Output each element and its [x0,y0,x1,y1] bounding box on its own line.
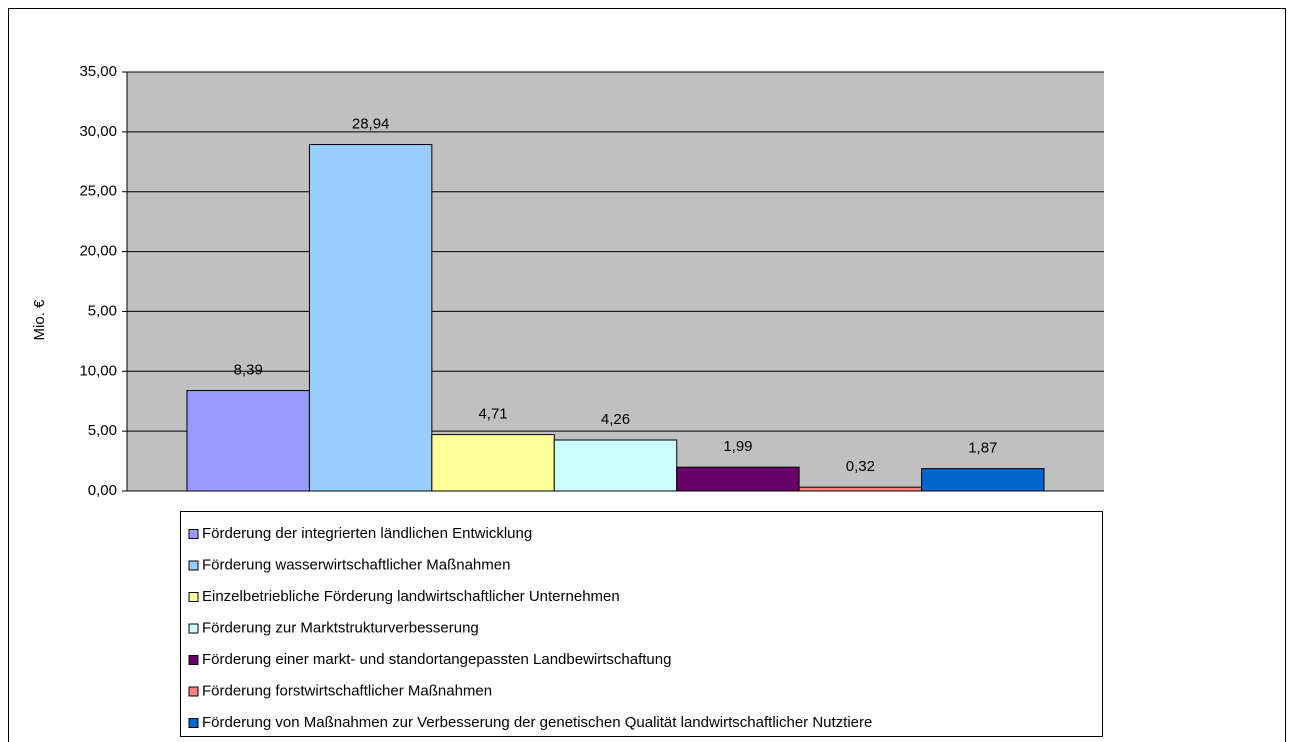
bar [553,439,678,492]
bar [186,390,310,492]
bar [921,468,1045,492]
bar [308,144,433,492]
y-tick-label: 25,00 [79,183,117,200]
legend-swatch [188,529,199,539]
value-label: 28,94 [352,116,390,133]
value-label: 4,71 [478,406,507,423]
value-label: 1,99 [723,438,752,455]
y-tick-label: 10,00 [79,362,117,379]
legend-label: Förderung zur Marktstrukturverbesserung [202,619,479,636]
legend-swatch [188,592,199,602]
legend-label: Förderung einer markt- und standortangep… [202,651,671,668]
value-label: 0,32 [846,458,875,475]
legend-swatch [188,718,199,728]
y-tick-label: 5,00 [88,302,117,319]
bar [798,486,923,492]
legend-swatch [188,623,199,634]
y-axis-label: Mio. € [31,299,48,341]
legend-label: Förderung der integrierten ländlichen En… [202,525,532,542]
y-tick-label: 30,00 [79,123,117,140]
y-tick-label: 5,00 [88,422,117,439]
value-label: 1,87 [968,440,997,457]
legend-swatch [188,560,199,571]
y-tick-label: 20,00 [79,243,117,260]
legend-box [180,511,1103,737]
value-label: 8,39 [234,362,263,379]
legend-label: Förderung von Maßnahmen zur Verbesserung… [202,714,872,731]
legend-swatch [188,686,199,697]
value-label: 4,26 [601,411,630,428]
legend-label: Förderung wasserwirtschaftlicher Maßnahm… [202,556,510,573]
bar [431,434,555,492]
legend-swatch [188,655,199,665]
legend-label: Einzelbetriebliche Förderung landwirtsch… [202,588,620,605]
y-tick-label: 35,00 [79,63,117,80]
y-tick-label: 0,00 [88,482,117,499]
bar [676,466,800,492]
legend-label: Förderung forstwirtschaftlicher Maßnahme… [202,682,492,699]
